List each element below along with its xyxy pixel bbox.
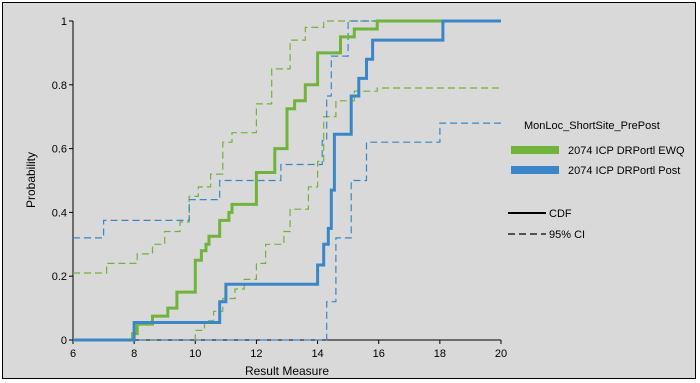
y-tick-label: 0.2: [52, 271, 67, 283]
x-tick-label: 14: [311, 348, 323, 360]
y-axis: 0 0.2 0.4 0.6 0.8 1: [52, 16, 74, 347]
plot-background: [73, 21, 501, 340]
x-tick-label: 16: [373, 348, 385, 360]
x-axis: 6 8 10 12 14 16 18 20: [70, 339, 507, 360]
legend-item-post: 2074 ICP DRPortl Post: [511, 165, 680, 177]
y-axis-label: Probability: [24, 152, 38, 208]
x-tick-label: 20: [495, 348, 507, 360]
cdf-chart: 0 0.2 0.4 0.6 0.8 1 6 8 10 12 14 16 18 20 Probabilit…: [24, 16, 685, 378]
x-tick-label: 12: [250, 348, 262, 360]
legend-label-cdf: CDF: [549, 208, 572, 220]
series-ewq: [73, 20, 501, 341]
cdf-line-post: [73, 19, 501, 342]
x-tick-label: 10: [189, 348, 201, 360]
legend-label-ci: 95% CI: [549, 229, 585, 241]
legend-item-cdf: CDF: [508, 208, 572, 220]
cdf-line-ewq: [73, 19, 501, 342]
legend-title: MonLoc_ShortSite_PrePost: [524, 120, 660, 132]
ci-lower-line-post: [73, 122, 501, 341]
y-tick-label: 1: [61, 16, 67, 28]
x-axis-label: Result Measure: [245, 364, 329, 378]
y-tick-label: 0.6: [52, 144, 67, 156]
legend-label-post: 2074 ICP DRPortl Post: [568, 165, 680, 177]
x-tick-label: 8: [131, 348, 137, 360]
legend-swatch-ewq: [511, 146, 559, 154]
legend-label-ewq: 2074 ICP DRPortl EWQ: [568, 145, 685, 157]
ci-upper-line-ewq: [73, 20, 501, 274]
y-tick-label: 0.8: [52, 80, 67, 92]
x-tick-label: 18: [434, 348, 446, 360]
x-tick-label: 6: [70, 348, 76, 360]
legend: MonLoc_ShortSite_PrePost 2074 ICP DRPort…: [508, 120, 685, 241]
series-post: [73, 20, 501, 341]
ci-upper-line-post: [73, 20, 501, 239]
y-tick-label: 0: [61, 335, 67, 347]
chart-frame: 0 0.2 0.4 0.6 0.8 1 6 8 10 12 14 16 18 20 Probabilit…: [2, 2, 696, 379]
y-tick-label: 0.4: [52, 207, 67, 219]
legend-item-ci: 95% CI: [508, 229, 585, 241]
series-layer: [73, 19, 501, 342]
plot-area: [73, 21, 501, 340]
legend-swatch-post: [511, 166, 559, 174]
ci-lower-line-ewq: [73, 87, 501, 341]
legend-item-ewq: 2074 ICP DRPortl EWQ: [511, 145, 685, 157]
